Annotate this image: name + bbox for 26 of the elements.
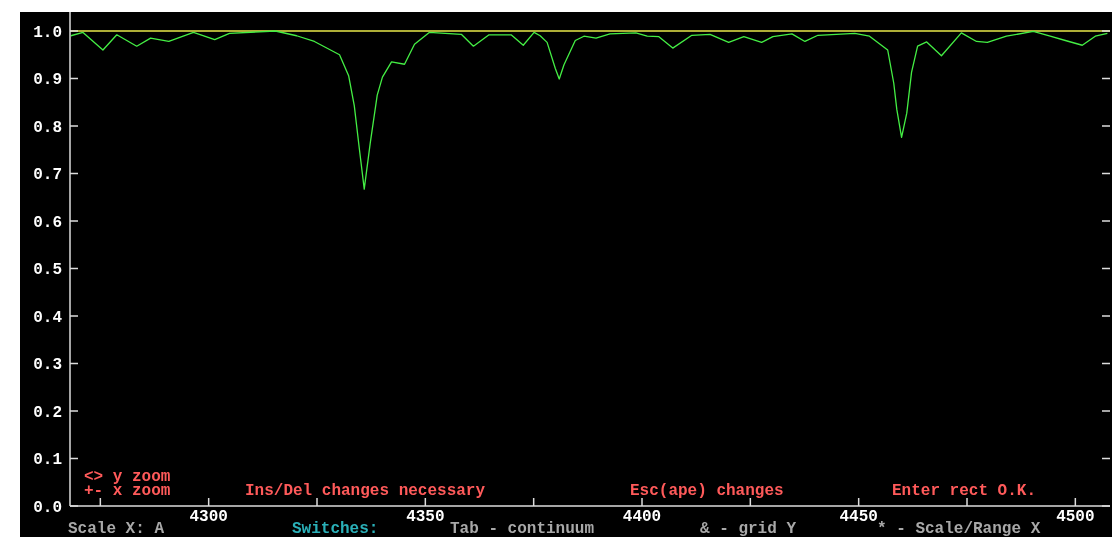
annotation: Enter rect O.K. <box>892 482 1037 500</box>
annotation: <> y zoom <box>84 468 171 486</box>
text: * - Scale/Range X <box>877 520 1041 537</box>
y-tick-label: 0.7 <box>33 166 62 185</box>
y-tick-label: 0.0 <box>33 498 62 517</box>
y-tick-label: 0.8 <box>33 118 62 137</box>
x-tick-label: 4500 <box>1056 508 1095 526</box>
y-tick-label: 0.3 <box>33 356 62 375</box>
annotation: Ins/Del changes necessary <box>245 482 486 500</box>
text: & - grid Y <box>700 520 797 537</box>
x-tick-label: 4300 <box>189 508 228 526</box>
text: Tab - continuum <box>450 520 595 537</box>
y-tick-label: 0.2 <box>33 403 62 422</box>
line-series <box>70 30 1109 190</box>
x-tick-label: 4350 <box>406 508 445 526</box>
text: Scale X: A <box>68 520 165 537</box>
y-tick-label: 1.0 <box>33 23 62 42</box>
y-tick-label: 0.5 <box>33 261 62 280</box>
x-tick-label: 4450 <box>839 508 878 526</box>
y-tick-label: 0.4 <box>33 308 63 327</box>
text: Switches: <box>292 520 379 537</box>
y-tick-label: 0.6 <box>33 213 62 232</box>
y-tick-label: 0.1 <box>33 451 62 470</box>
x-tick-label: 4400 <box>622 508 662 526</box>
annotation: Esc(ape) changes <box>630 482 784 500</box>
y-tick-label: 0.9 <box>33 71 62 90</box>
